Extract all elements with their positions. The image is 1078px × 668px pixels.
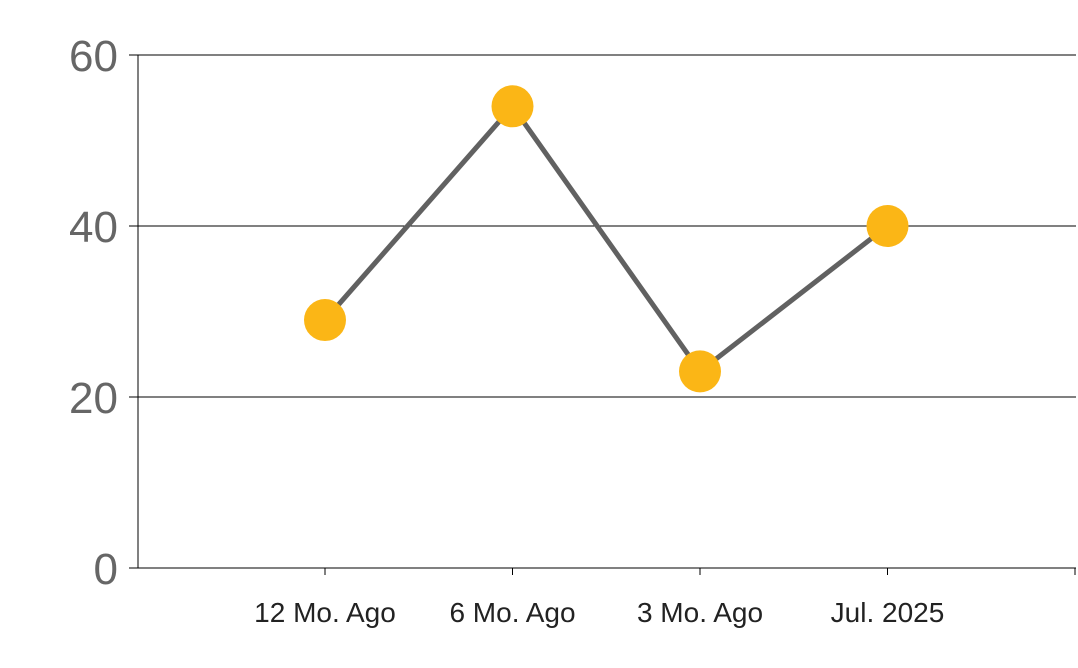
x-tick-label-1: 6 Mo. Ago xyxy=(449,597,575,628)
data-point-0 xyxy=(304,299,346,342)
x-tick-label-2: 3 Mo. Ago xyxy=(637,597,763,628)
y-tick-label-0: 0 xyxy=(94,545,118,594)
series xyxy=(304,85,909,393)
x-tick-label-3: Jul. 2025 xyxy=(831,597,945,628)
series-line-0 xyxy=(322,103,890,374)
y-axis-tick-labels: 0 20 40 60 xyxy=(69,32,118,594)
data-point-3 xyxy=(866,205,909,247)
y-tick-label-20: 20 xyxy=(69,374,118,423)
axes xyxy=(129,54,1076,575)
data-point-1 xyxy=(491,85,534,128)
y-tick-label-40: 40 xyxy=(69,203,118,252)
y-tick-label-60: 60 xyxy=(69,32,118,81)
x-tick-label-0: 12 Mo. Ago xyxy=(254,597,396,628)
x-axis-tick-labels: 12 Mo. Ago 6 Mo. Ago 3 Mo. Ago Jul. 2025 xyxy=(254,597,944,628)
data-point-2 xyxy=(679,350,721,393)
grid-lines xyxy=(138,54,1076,398)
